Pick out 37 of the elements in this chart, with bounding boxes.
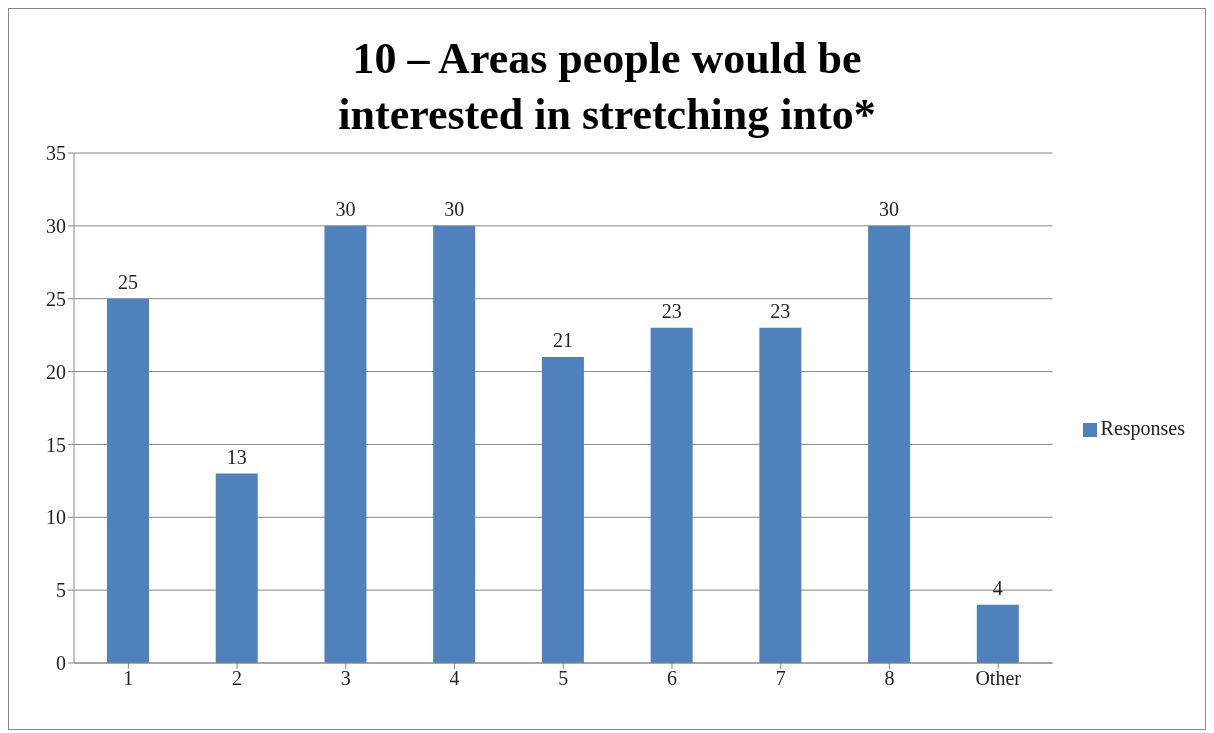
data-label: 21 xyxy=(552,329,573,351)
bar xyxy=(107,298,149,663)
x-tick-label: 1 xyxy=(123,667,134,690)
bar xyxy=(215,473,258,663)
x-tick-label: Other xyxy=(975,667,1022,690)
y-tick-label: 25 xyxy=(46,287,66,310)
data-label: 23 xyxy=(661,299,682,322)
bar xyxy=(324,225,367,663)
x-tick-label: 3 xyxy=(340,667,351,690)
y-tick-label: 15 xyxy=(46,433,66,456)
chart-title: 10 – Areas people would be interested in stretching into* xyxy=(337,33,877,141)
data-label: 23 xyxy=(770,299,791,322)
bar xyxy=(433,225,476,663)
data-label: 4 xyxy=(992,576,1003,599)
bar xyxy=(541,357,584,663)
y-tick-label: 35 xyxy=(46,142,66,165)
y-tick-label: 10 xyxy=(46,506,66,529)
y-tick-label: 0 xyxy=(56,652,66,675)
data-label: 25 xyxy=(118,270,138,293)
y-tick-label: 30 xyxy=(46,214,66,237)
x-tick-label: 4 xyxy=(449,667,460,690)
y-tick-label: 20 xyxy=(46,360,66,383)
legend-label: Responses xyxy=(1100,416,1185,439)
x-tick-label: 6 xyxy=(667,667,677,690)
y-tick-label: 5 xyxy=(56,579,66,602)
x-tick-label: 5 xyxy=(558,667,569,690)
x-tick-label: 2 xyxy=(232,667,243,690)
data-label: 30 xyxy=(444,197,465,220)
bar xyxy=(650,327,693,663)
bar xyxy=(759,327,802,663)
data-label: 13 xyxy=(226,445,247,468)
x-tick-label: 8 xyxy=(884,667,895,690)
bar xyxy=(868,225,911,663)
data-label: 30 xyxy=(879,197,900,220)
x-tick-label: 7 xyxy=(775,667,786,690)
data-label: 30 xyxy=(335,197,356,220)
bar xyxy=(976,604,1019,663)
